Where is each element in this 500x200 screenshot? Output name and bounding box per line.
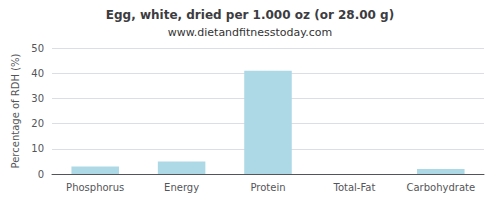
svg-text:50: 50 <box>31 43 44 54</box>
svg-text:30: 30 <box>31 93 44 104</box>
svg-text:0: 0 <box>38 169 44 180</box>
svg-text:Protein: Protein <box>250 182 285 193</box>
svg-text:Total-Fat: Total-Fat <box>332 182 375 193</box>
svg-text:Percentage of RDH (%): Percentage of RDH (%) <box>10 53 21 168</box>
svg-text:Egg, white, dried per 1.000 oz: Egg, white, dried per 1.000 oz (or 28.00… <box>106 8 394 22</box>
svg-text:Phosphorus: Phosphorus <box>66 182 124 193</box>
svg-text:Energy: Energy <box>164 182 199 193</box>
svg-text:40: 40 <box>31 68 44 79</box>
svg-text:10: 10 <box>31 143 44 154</box>
svg-text:Carbohydrate: Carbohydrate <box>406 182 475 193</box>
svg-text:www.dietandfitnesstoday.com: www.dietandfitnesstoday.com <box>168 26 332 39</box>
svg-text:20: 20 <box>31 118 44 129</box>
